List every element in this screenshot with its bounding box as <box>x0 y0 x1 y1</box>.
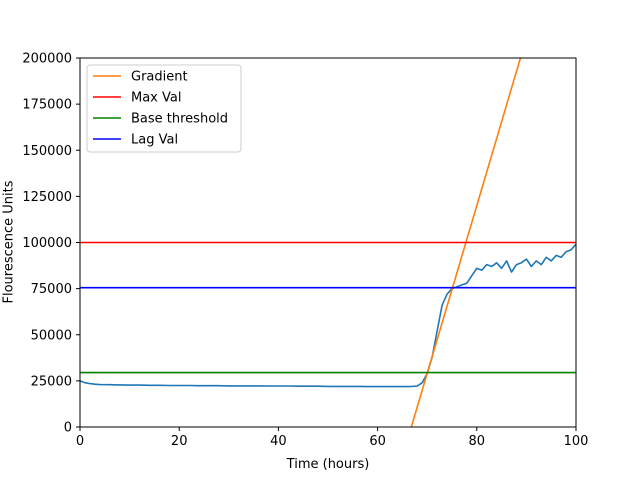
y-axis: 0 25000 50000 75000 100000 125000 150000 175000… <box>22 52 80 436</box>
y-tick-label: 0 <box>64 421 72 436</box>
y-tick-label: 200000 <box>22 52 72 67</box>
y-tick-label: 25000 <box>31 374 72 389</box>
x-tick-label: 20 <box>171 434 188 449</box>
series-layer <box>80 58 576 427</box>
series-line-measured <box>80 243 576 388</box>
plot-area <box>80 58 576 427</box>
x-tick-label: 80 <box>469 434 486 449</box>
y-tick-label: 175000 <box>22 98 72 113</box>
x-tick-label: 100 <box>564 434 589 449</box>
y-tick-label: 150000 <box>22 144 72 159</box>
x-axis-label: Time (hours) <box>286 457 370 472</box>
y-axis-label: Flourescence Units <box>2 180 17 303</box>
y-tick-label: 75000 <box>31 282 72 297</box>
x-tick-label: 40 <box>270 434 287 449</box>
legend-label-max-val: Max Val <box>131 91 181 106</box>
legend-label-gradient: Gradient <box>131 70 188 85</box>
x-tick-label: 60 <box>369 434 386 449</box>
x-axis: 0 20 40 60 80 100 <box>76 427 589 449</box>
y-tick-label: 50000 <box>31 328 72 343</box>
x-tick-label: 0 <box>76 434 84 449</box>
legend-label-lag-val: Lag Val <box>131 133 178 148</box>
y-tick-label: 100000 <box>22 236 72 251</box>
legend-label-base-threshold: Base threshold <box>131 112 228 127</box>
legend: Gradient Max Val Base threshold Lag Val <box>86 64 242 153</box>
legend-box <box>86 64 242 153</box>
y-tick-label: 125000 <box>22 190 72 205</box>
